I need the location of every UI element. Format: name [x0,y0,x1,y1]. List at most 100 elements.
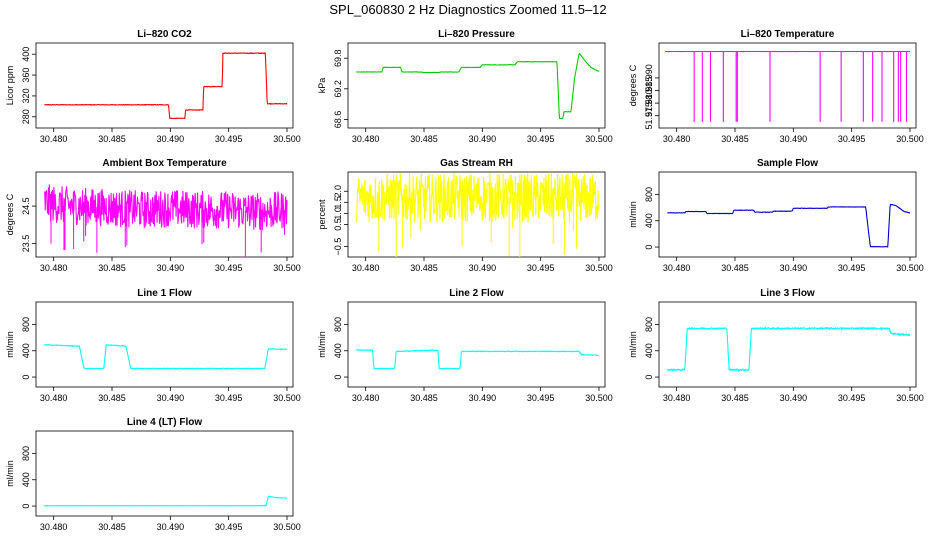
x-tick-label: 30.490 [469,134,497,144]
y-tick-label: 800 [21,446,31,461]
y-axis-label: kPa [317,78,327,94]
x-tick-label: 30.480 [40,134,68,144]
x-tick-label: 30.480 [352,393,380,403]
y-tick-label: 400 [333,343,343,358]
y-tick-label: 1.0 [333,207,343,220]
y-tick-label: 23.5 [21,235,31,253]
y-tick-label: 69.8 [333,49,343,67]
x-tick-label: 30.500 [273,134,301,144]
data-series-line [356,53,600,120]
x-tick-label: 30.500 [273,522,301,532]
y-tick-label: 2.0 [333,185,343,198]
plot-frame [658,171,917,258]
x-tick-label: 30.480 [40,522,68,532]
y-axis-label: degrees C [5,193,15,235]
x-tick-label: 30.490 [469,263,497,273]
x-tick-label: 30.480 [663,263,691,273]
plot-frame [35,430,294,517]
panel-title: Sample Flow [757,158,818,169]
figure-title: SPL_060830 2 Hz Diagnostics Zoomed 11.5–… [329,2,607,17]
x-tick-label: 30.500 [273,263,301,273]
x-tick-label: 30.495 [215,393,243,403]
y-axis-label: ml/min [628,201,638,228]
panel-5: Gas Stream RH 30.480 30.485 30.490 30.495 30.… [317,158,613,273]
plot-frame [347,301,606,388]
x-tick-label: 30.480 [352,263,380,273]
y-tick-label: 400 [21,47,31,62]
x-tick-label: 30.490 [157,134,185,144]
x-tick-label: 30.495 [527,393,555,403]
x-tick-label: 30.480 [663,134,691,144]
x-tick-label: 30.490 [780,134,808,144]
y-axis-label: Licor ppm [5,66,15,106]
data-series-line [356,349,600,370]
x-tick-label: 30.500 [585,393,613,403]
y-axis-label: ml/min [317,331,327,358]
panel-title: Li–820 CO2 [137,29,192,40]
panel-10: Line 4 (LT) Flow 30.480 30.485 30.490 30.495… [5,417,301,532]
data-series-line [43,343,288,370]
y-tick-label: 800 [333,317,343,332]
data-series-line [355,172,600,223]
x-tick-label: 30.495 [838,393,866,403]
y-axis-label: ml/min [5,331,15,358]
panel-title: Li–820 Temperature [741,29,835,40]
y-tick-label: 0 [644,375,654,380]
x-tick-label: 30.485 [410,134,438,144]
y-tick-label: 24.5 [21,197,31,215]
y-tick-label: 51.990 [644,64,654,92]
y-tick-label: 51.975 [644,102,654,130]
x-tick-label: 30.490 [780,393,808,403]
x-tick-label: 30.485 [98,263,126,273]
x-tick-label: 30.500 [896,263,924,273]
x-tick-label: 30.495 [215,263,243,273]
y-axis-label: degrees C [628,64,638,106]
x-tick-label: 30.500 [585,263,613,273]
panel-7: Line 1 Flow 30.480 30.485 30.490 30.495 30.50… [5,288,301,403]
panel-2: Li–820 Pressure 30.480 30.485 30.490 30.495 3… [317,29,613,144]
y-tick-label: 51.985 [644,77,654,105]
panel-title: Line 1 Flow [137,288,192,299]
x-tick-label: 30.495 [838,263,866,273]
plot-frame [347,171,606,258]
panel-9: Line 3 Flow 30.480 30.485 30.490 30.495 30.50… [628,288,924,403]
y-tick-label: 400 [644,343,654,358]
x-tick-label: 30.490 [157,522,185,532]
y-tick-label: 360 [21,68,31,83]
x-tick-label: 30.500 [585,134,613,144]
x-tick-label: 30.500 [896,393,924,403]
plot-frame [35,301,294,388]
y-tick-label: 0 [644,245,654,250]
y-axis-label: ml/min [628,331,638,358]
y-tick-label: 51.980 [644,89,654,117]
x-tick-label: 30.480 [352,134,380,144]
x-tick-label: 30.500 [896,134,924,144]
x-tick-label: 30.485 [721,393,749,403]
y-tick-label: 280 [21,109,31,124]
y-tick-label: 0 [21,375,31,380]
plot-frame [347,42,606,129]
y-tick-label: 400 [21,472,31,487]
plot-frame [658,301,917,388]
y-tick-label: 68.6 [333,111,343,129]
x-tick-label: 30.490 [157,393,185,403]
panel-3: Li–820 Temperature 30.480 30.485 30.490 30.4… [628,29,924,144]
panel-title: Line 2 Flow [449,288,504,299]
x-tick-label: 30.490 [157,263,185,273]
panel-title: Line 4 (LT) Flow [127,417,203,428]
x-tick-label: 30.485 [410,263,438,273]
x-tick-label: 30.485 [721,263,749,273]
x-tick-label: 30.485 [721,134,749,144]
x-tick-label: 30.480 [663,393,691,403]
x-tick-label: 30.480 [40,393,68,403]
x-tick-label: 30.480 [40,263,68,273]
y-tick-label: −0.5 [333,238,343,256]
panel-title: Ambient Box Temperature [102,158,227,169]
panel-title: Li–820 Pressure [438,29,515,40]
y-tick-label: 320 [21,88,31,103]
panel-4: Ambient Box Temperature 30.480 30.485 30.49… [5,158,301,273]
y-tick-label: 0 [21,504,31,509]
x-tick-label: 30.500 [273,393,301,403]
y-axis-label: ml/min [5,460,15,487]
